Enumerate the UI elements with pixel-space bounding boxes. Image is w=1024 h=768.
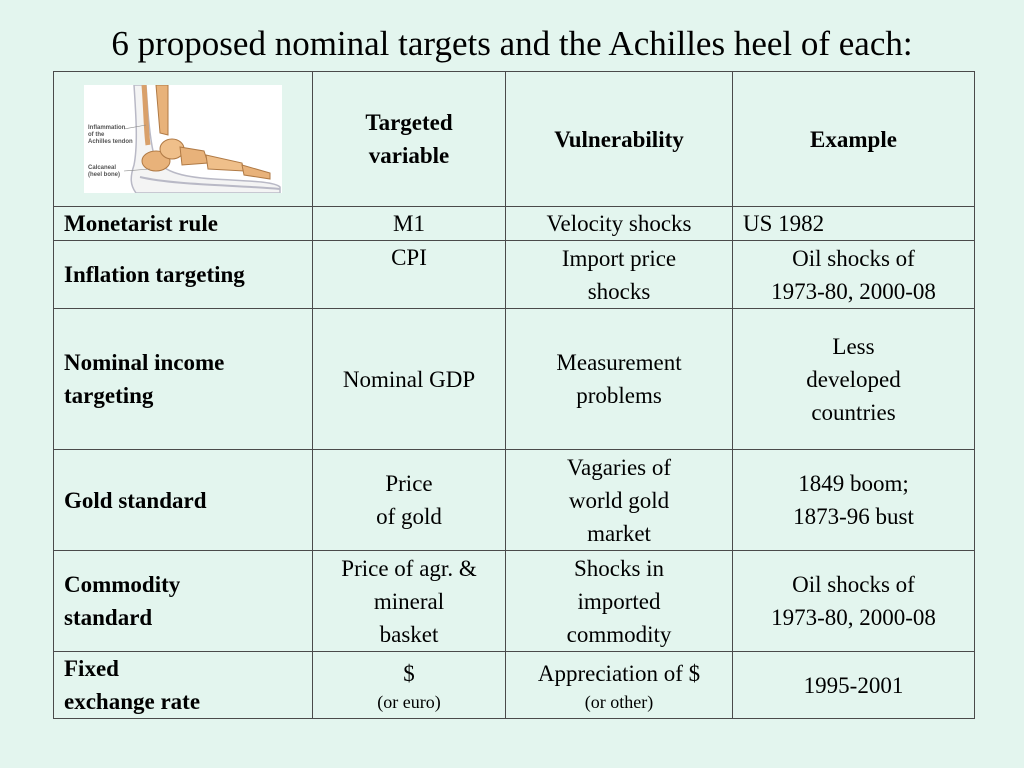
caption-line: Inflammation: [88, 125, 126, 131]
table-row: Monetarist rule M1 Velocity shocks US 19…: [53, 206, 975, 241]
caption-line: (heel bone): [88, 172, 120, 178]
table-row: Commodity standard Price of agr. & mineral…: [53, 550, 975, 652]
row-vulnerability: Velocity shocks: [505, 206, 733, 241]
row-label: Commodity standard: [53, 550, 313, 652]
caption-line: Calcaneal: [88, 165, 116, 171]
table-row: Nominal income targeting Nominal GDP Meas…: [53, 308, 975, 450]
targets-table: Inflammation of the Achilles tendon Calc…: [53, 71, 975, 719]
row-variable: Price of gold: [312, 449, 506, 551]
row-example: Oil shocks of 1973-80, 2000-08: [732, 550, 975, 652]
row-label: Inflation targeting: [53, 240, 313, 309]
row-variable: M1: [312, 206, 506, 241]
table-row: Gold standard Price of gold Vagaries of wo…: [53, 449, 975, 551]
row-label: Fixed exchange rate: [53, 651, 313, 719]
header-vulnerability: Vulnerability: [505, 71, 733, 207]
vulnerability-note: (or other): [584, 691, 654, 712]
foot-achilles-illustration: Inflammation of the Achilles tendon Calc…: [84, 85, 282, 193]
row-example: US 1982: [732, 206, 975, 241]
row-label: Monetarist rule: [53, 206, 313, 241]
row-vulnerability: Measurement problems: [505, 308, 733, 450]
row-example: Oil shocks of 1973-80, 2000-08: [732, 240, 975, 309]
row-label: Gold standard: [53, 449, 313, 551]
row-variable: Price of agr. & mineral basket: [312, 550, 506, 652]
header-row: Inflammation of the Achilles tendon Calc…: [53, 71, 975, 207]
row-label: Nominal income targeting: [53, 308, 313, 450]
row-vulnerability: Shocks in imported commodity: [505, 550, 733, 652]
row-variable: $ (or euro): [312, 651, 506, 719]
caption-line: Achilles tendon: [88, 139, 133, 145]
header-targeted-variable: Targeted variable: [312, 71, 506, 207]
header-example: Example: [732, 71, 975, 207]
row-variable: CPI: [312, 240, 506, 309]
row-vulnerability: Import price shocks: [505, 240, 733, 309]
caption-line: of the: [88, 132, 105, 138]
row-example: Less developed countries: [732, 308, 975, 450]
slide-title: 6 proposed nominal targets and the Achil…: [111, 24, 913, 63]
table-row: Fixed exchange rate $ (or euro) Appreciat…: [53, 651, 975, 719]
row-example: 1995-2001: [732, 651, 975, 719]
row-vulnerability: Vagaries of world gold market: [505, 449, 733, 551]
row-vulnerability: Appreciation of $ (or other): [505, 651, 733, 719]
row-example: 1849 boom; 1873-96 bust: [732, 449, 975, 551]
image-cell: Inflammation of the Achilles tendon Calc…: [53, 71, 313, 207]
row-variable: Nominal GDP: [312, 308, 506, 450]
variable-note: (or euro): [377, 691, 441, 712]
table-row: Inflation targeting CPI Import price shoc…: [53, 240, 975, 309]
